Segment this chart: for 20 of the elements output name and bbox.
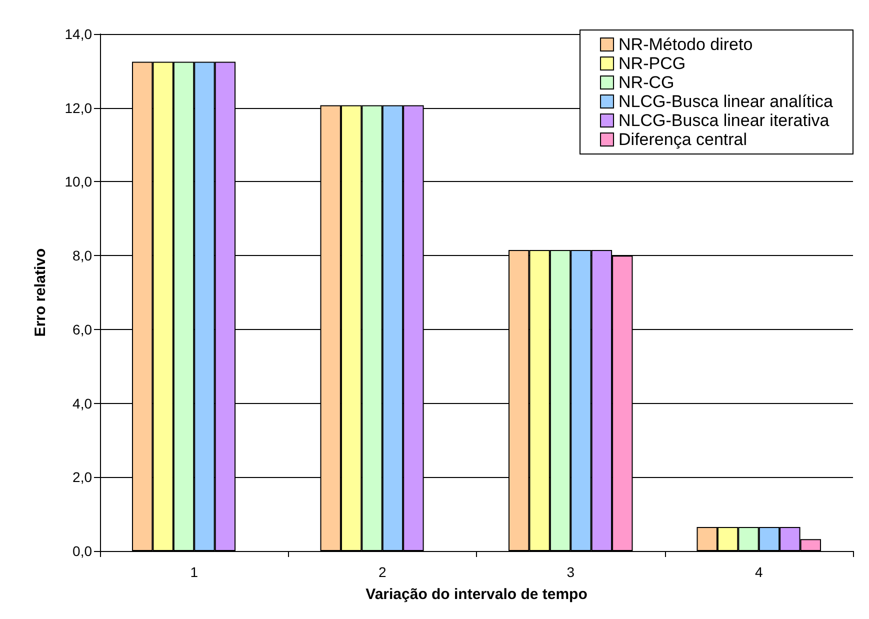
y-tick-label: 8,0 (72, 248, 92, 264)
x-axis-title: Variação do intervalo de tempo (366, 586, 588, 603)
y-axis-title: Erro relativo (32, 248, 49, 337)
y-tick-label: 2,0 (72, 469, 92, 486)
legend-label: NLCG-Busca linear analítica (618, 92, 834, 111)
x-tick-label: 3 (566, 564, 575, 580)
y-tick-label: 6,0 (72, 321, 92, 338)
y-tick-label: 4,0 (72, 395, 92, 412)
y-tick-label: 12,0 (64, 100, 92, 116)
legend-label: NLCG-Busca linear iterativa (618, 111, 830, 130)
legend-label: NR-CG (618, 73, 674, 92)
y-tick-label: 10,0 (64, 174, 92, 190)
legend-label: Diferença central (618, 130, 748, 149)
legend-label: NR-Método direto (618, 35, 753, 54)
x-tick-label: 4 (754, 564, 763, 580)
y-tick-label: 0,0 (72, 543, 92, 559)
y-tick-label: 14,0 (64, 26, 92, 42)
x-tick-label: 2 (378, 564, 386, 580)
x-tick-label: 1 (190, 564, 198, 580)
legend-label: NR-PCG (618, 54, 686, 73)
